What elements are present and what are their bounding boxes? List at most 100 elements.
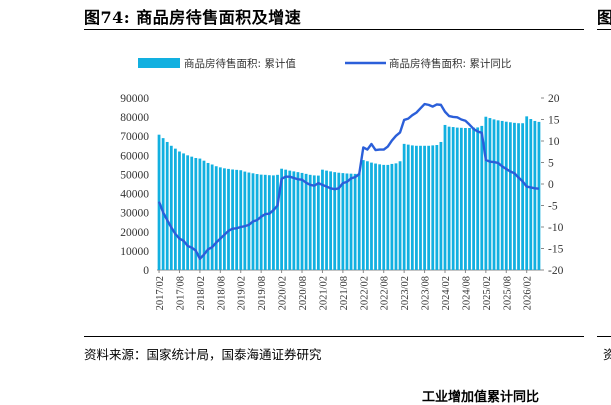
bar xyxy=(402,143,406,270)
bar xyxy=(210,164,214,270)
bar xyxy=(218,167,222,270)
bar xyxy=(296,172,300,270)
bar xyxy=(525,116,529,270)
bar xyxy=(451,127,455,270)
bar xyxy=(443,124,447,270)
bar xyxy=(357,173,361,270)
title-rule xyxy=(84,29,584,30)
chart: 商品房待售面积: 累计值 商品房待售面积: 累计同比 90000 80000 700… xyxy=(120,57,563,310)
x-tick-label: 2018/02 xyxy=(196,276,207,310)
bar xyxy=(300,172,304,270)
bar xyxy=(378,164,382,270)
x-tick-label: 2026/02 xyxy=(523,276,534,310)
bar xyxy=(488,118,492,270)
bar xyxy=(370,162,373,270)
y-left-tick-label: 10000 xyxy=(120,246,149,258)
bar xyxy=(312,175,316,270)
bar xyxy=(231,169,234,270)
bar xyxy=(504,121,508,270)
bar xyxy=(292,171,296,270)
y-right-tick-label: -15 xyxy=(548,244,564,256)
y-right-tick-label: 5 xyxy=(548,158,554,170)
x-tick-label: 2017/08 xyxy=(175,276,186,310)
bar xyxy=(321,169,324,270)
bar xyxy=(267,175,271,270)
bar xyxy=(435,145,439,270)
bar xyxy=(349,173,353,270)
bar xyxy=(517,123,520,270)
bar xyxy=(333,172,337,270)
line-series xyxy=(157,102,540,261)
bar xyxy=(374,163,377,270)
x-tick-label: 2025/08 xyxy=(502,276,513,310)
y-left-tick-label: 60000 xyxy=(120,150,149,162)
neighbor-section-heading: 工业增加值累计同比 xyxy=(422,390,540,405)
bar xyxy=(382,164,386,270)
bar xyxy=(276,174,279,270)
x-tick-label: 2024/08 xyxy=(461,276,472,310)
bar xyxy=(365,161,369,270)
bar xyxy=(235,169,239,270)
bar xyxy=(464,128,467,270)
bar xyxy=(533,120,537,271)
bar xyxy=(447,126,451,270)
bar xyxy=(345,173,349,270)
neighbor-figure-title: 图 xyxy=(597,8,611,27)
bar xyxy=(521,123,525,270)
bar xyxy=(165,141,169,270)
bar xyxy=(419,145,422,270)
bar xyxy=(214,166,218,270)
bar xyxy=(247,172,251,270)
x-tick-label: 2025/02 xyxy=(482,276,493,310)
bar xyxy=(223,168,226,270)
x-tick-label: 2019/08 xyxy=(257,276,268,310)
bar xyxy=(178,151,181,270)
bar xyxy=(423,145,426,270)
y-left-tick-label: 0 xyxy=(143,265,149,277)
bar xyxy=(439,141,443,270)
bar xyxy=(304,173,308,270)
bar xyxy=(468,128,471,270)
bar xyxy=(190,156,194,270)
bar xyxy=(361,160,365,270)
bar xyxy=(243,171,247,270)
y-left-tick-label: 70000 xyxy=(120,131,149,143)
y-right-tick-label: 15 xyxy=(548,115,560,127)
neighbor-title-rule xyxy=(597,29,611,30)
bar xyxy=(173,148,177,270)
y-left-tick-label: 90000 xyxy=(120,93,149,105)
bar xyxy=(427,145,431,270)
bar xyxy=(492,119,496,271)
y-right-tick-label: 20 xyxy=(548,93,560,105)
bar xyxy=(329,171,333,270)
series-line xyxy=(157,102,540,261)
bar xyxy=(484,116,488,270)
x-tick-label: 2020/02 xyxy=(278,276,289,310)
x-tick-label: 2024/02 xyxy=(441,276,452,310)
bar xyxy=(508,122,512,271)
bar xyxy=(161,138,165,270)
bar xyxy=(529,119,533,271)
bar xyxy=(284,169,288,270)
bar xyxy=(202,160,206,270)
figure-title: 图74: 商品房待售面积及增速 xyxy=(84,8,302,27)
bar xyxy=(337,172,341,270)
bar xyxy=(288,170,292,270)
x-tick-label: 2017/02 xyxy=(155,276,166,310)
y-left-tick-label: 40000 xyxy=(120,189,149,201)
tick-labels: 90000 80000 70000 60000 50000 40000 30000 20000… xyxy=(120,93,563,310)
bar xyxy=(316,175,320,270)
bar xyxy=(259,174,263,270)
bar xyxy=(186,155,190,270)
legend-line-label: 商品房待售面积: 累计同比 xyxy=(389,57,511,70)
bar xyxy=(353,173,357,270)
bar xyxy=(198,158,202,270)
bar xyxy=(406,144,410,270)
legend: 商品房待售面积: 累计值 商品房待售面积: 累计同比 xyxy=(138,57,511,70)
bar xyxy=(480,125,484,271)
y-left-tick-label: 80000 xyxy=(120,112,149,124)
y-right-tick-label: -20 xyxy=(548,265,564,277)
bar xyxy=(263,174,267,270)
bar xyxy=(169,145,173,270)
y-right-tick-label: -5 xyxy=(548,201,558,213)
